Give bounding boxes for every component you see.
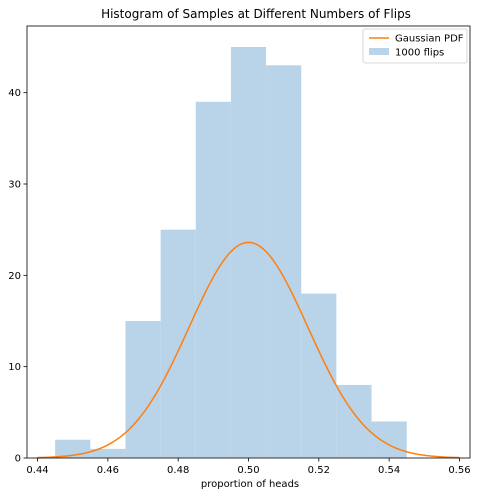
y-tick-label-2: 20 [8,271,21,282]
x-tick-label-0: 0.44 [26,465,48,476]
histogram-bar-3 [160,229,196,458]
histogram-bar-2 [125,321,161,458]
pdf-line-layer [37,241,460,459]
x-tick-label-5: 0.54 [378,465,400,476]
x-tick-label-6: 0.56 [448,465,470,476]
histogram-bar-5 [230,47,267,458]
y-tick-label-0: 0 [15,454,21,465]
x-tick-label-1: 0.46 [97,465,119,476]
legend-label-gaussian-pdf: Gaussian PDF [395,34,464,45]
chart-title: Histogram of Samples at Different Number… [101,7,411,21]
x-tick-label-3: 0.50 [237,465,259,476]
x-axis-label: proportion of heads [201,479,299,490]
ticks: 0.44 0.46 0.48 0.50 0.52 0.54 0.56 0 10 20 30 40 [8,88,470,476]
legend-label-1000-flips: 1000 flips [395,48,444,59]
y-tick-label-1: 10 [8,362,21,373]
x-tick-label-2: 0.48 [167,465,189,476]
legend-swatch-1000-flips [369,48,389,55]
histogram-bar-1 [90,448,126,458]
histogram-bars [55,47,407,459]
histogram-bar-9 [371,421,407,458]
x-tick-label-4: 0.52 [308,465,330,476]
y-tick-label-4: 40 [8,88,21,99]
legend: Gaussian PDF 1000 flips [362,28,468,64]
histogram-bar-6 [266,65,302,458]
histogram-bar-4 [195,101,231,459]
gaussian-pdf-line [37,241,460,459]
y-tick-label-3: 30 [8,180,21,191]
